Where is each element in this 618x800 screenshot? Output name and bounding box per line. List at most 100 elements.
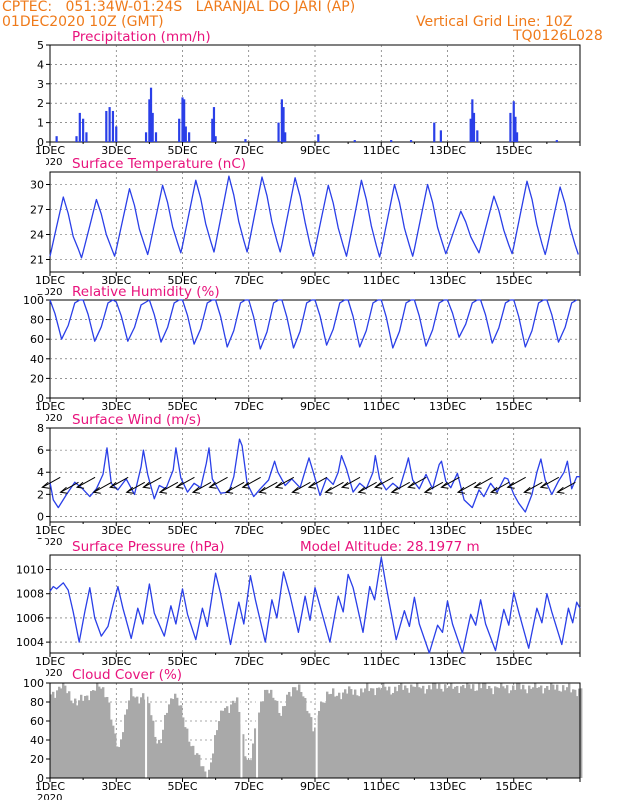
wind-arrow-shaft — [259, 481, 278, 493]
wind-arrow-head — [258, 486, 267, 494]
cloud-column — [560, 691, 563, 778]
wind-speed-series — [49, 438, 580, 513]
cloud-column — [574, 689, 577, 778]
cloud-column — [296, 690, 299, 778]
cloud-column — [514, 689, 517, 778]
cloud-column — [456, 685, 459, 778]
cloud-column — [286, 694, 289, 778]
cloud-column — [224, 707, 227, 778]
cloud-column — [320, 701, 323, 778]
panel-title: Surface Temperature (nC) — [72, 156, 246, 172]
x-tick-label: 15DEC — [495, 524, 532, 537]
wind-arrow-shaft — [109, 476, 129, 488]
precip-bar — [55, 136, 58, 142]
cloud-column — [358, 696, 361, 778]
cloud-gap — [145, 684, 148, 778]
cloud-column — [476, 690, 479, 778]
cloud-column — [94, 690, 97, 778]
cloud-column — [370, 688, 373, 778]
cloud-column — [124, 714, 127, 778]
x-tick-label: 5DEC — [167, 274, 197, 287]
wind-arrow-shaft — [457, 481, 477, 493]
wind-arrow-shaft — [60, 481, 79, 493]
y-tick-label: 27 — [30, 204, 44, 217]
cloud-column — [504, 688, 507, 778]
cloud-column — [452, 688, 455, 778]
cloud-column — [128, 700, 131, 778]
panel-title: Cloud Cover (%) — [72, 667, 182, 683]
cloud-column — [478, 683, 481, 778]
x-year-label: 2020 — [37, 793, 62, 800]
cloud-column — [490, 688, 493, 778]
x-year-label: 2020 — [37, 157, 62, 168]
cloud-column — [336, 695, 339, 778]
x-tick-label: 11DEC — [363, 144, 400, 157]
x-tick-label: 3DEC — [101, 274, 131, 287]
cloud-column — [274, 700, 277, 778]
cloud-column — [182, 717, 185, 778]
wind-arrow-shaft — [242, 476, 261, 488]
wind-arrow-head — [340, 481, 350, 489]
y-tick-label: 0 — [37, 392, 44, 405]
cloud-column — [324, 702, 327, 778]
cloud-column — [388, 686, 391, 778]
cloud-column — [494, 686, 497, 778]
wind-arrow-head — [324, 486, 333, 494]
cloud-column — [180, 705, 183, 778]
cloud-column — [404, 685, 407, 778]
precip-bar — [353, 140, 356, 142]
cloud-column — [134, 697, 137, 778]
cloud-column — [238, 711, 241, 778]
precip-bar — [151, 112, 154, 142]
wind-arrow-head — [274, 481, 283, 489]
x-tick-label: 15DEC — [495, 780, 532, 793]
cloud-column — [308, 713, 311, 778]
cloud-gap — [240, 684, 243, 778]
cloud-column — [458, 692, 461, 778]
label-mask — [0, 156, 46, 166]
x-tick-label: 3DEC — [101, 655, 131, 668]
y-tick-label: 1008 — [16, 588, 44, 601]
x-tick-label: 7DEC — [234, 524, 264, 537]
cloud-column — [580, 688, 583, 778]
precip-bar — [509, 112, 512, 142]
cloud-column — [188, 741, 191, 778]
cloud-column — [192, 745, 195, 778]
precip-bar — [154, 132, 158, 142]
cloud-column — [302, 696, 305, 778]
cloud-column — [498, 688, 501, 778]
y-tick-label: 3 — [37, 78, 44, 91]
y-tick-label: 40 — [30, 734, 44, 747]
cloud-column — [500, 683, 503, 778]
cloud-column — [214, 735, 217, 778]
x-tick-label: 7DEC — [234, 274, 264, 287]
cloud-column — [270, 689, 273, 778]
cloud-column — [552, 684, 555, 778]
cloud-column — [354, 689, 357, 778]
cloud-column — [222, 710, 225, 778]
wind-arrow-head — [291, 486, 300, 494]
cloud-column — [472, 684, 475, 778]
cloud-column — [176, 697, 179, 778]
cloud-column — [326, 691, 329, 778]
cloud-column — [114, 733, 117, 778]
cloud-column — [186, 728, 189, 778]
precip-bar — [390, 140, 393, 142]
wind-arrow-head — [489, 486, 499, 494]
x-tick-label: 1DEC — [35, 780, 65, 793]
cloud-column — [496, 687, 499, 778]
precip-bar — [183, 99, 186, 142]
y-tick-label: 4 — [37, 466, 44, 479]
cloud-column — [334, 696, 337, 778]
cloud-column — [364, 688, 367, 778]
pressure-series — [49, 556, 581, 654]
wind-arrow-shaft — [143, 476, 162, 488]
cloud-column — [434, 683, 437, 778]
cloud-column — [566, 687, 569, 778]
precip-bar — [277, 122, 280, 142]
cloud-column — [410, 684, 413, 778]
wind-arrow-shaft — [93, 481, 112, 493]
cloud-column — [462, 684, 465, 778]
cloud-column — [208, 769, 211, 778]
x-tick-label: 3DEC — [101, 400, 131, 413]
